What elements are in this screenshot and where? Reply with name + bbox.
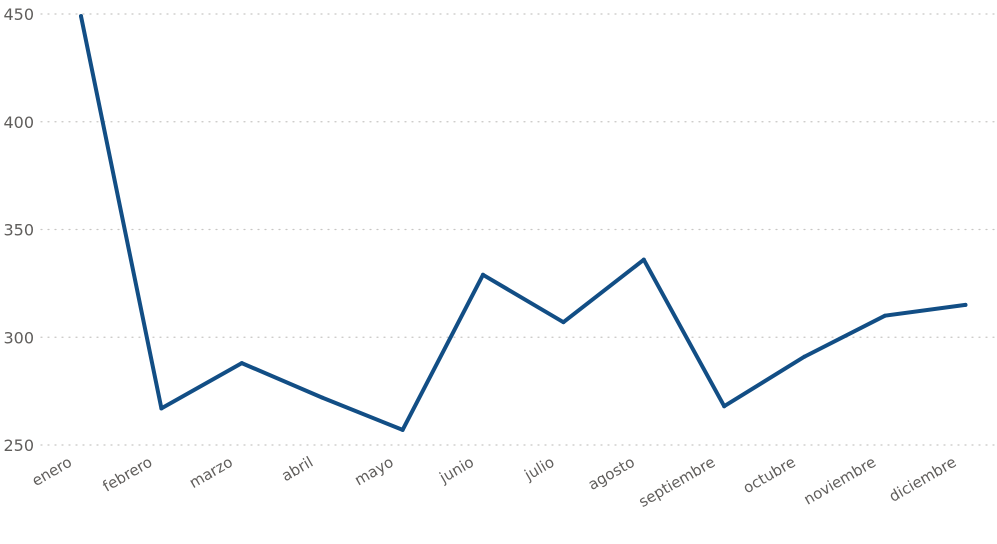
x-tick-label: abril [278, 453, 316, 485]
x-tick-label: octubre [740, 453, 799, 497]
data-point-febrero [159, 406, 164, 411]
x-tick-label: septiembre [636, 453, 719, 511]
series-line [79, 14, 968, 432]
data-point-diciembre [963, 302, 968, 307]
y-tick-label: 400 [3, 113, 34, 132]
y-tick-label: 450 [3, 5, 34, 24]
gridlines [40, 13, 997, 446]
x-tick-label: enero [29, 453, 75, 490]
x-axis-ticks: enero febrero marzo abril mayo junio julio agos… [29, 453, 960, 511]
data-point-enero [79, 14, 83, 19]
x-tick-label: marzo [186, 453, 236, 492]
x-tick-label: mayo [351, 453, 396, 490]
data-point-octubre [802, 354, 807, 359]
data-point-mayo [400, 427, 405, 432]
data-point-agosto [641, 257, 646, 262]
data-point-abril [320, 395, 325, 400]
x-tick-label: junio [435, 453, 477, 487]
data-point-marzo [239, 361, 244, 366]
data-point-septiembre [722, 404, 727, 409]
x-tick-label: febrero [100, 453, 156, 496]
x-tick-label: agosto [585, 453, 638, 494]
y-axis-ticks: 250 300 350 400 450 [3, 5, 34, 455]
data-point-junio [481, 272, 485, 277]
y-tick-label: 300 [3, 328, 34, 347]
x-tick-label: noviembre [801, 453, 879, 509]
x-tick-label: diciembre [886, 453, 960, 506]
data-point-noviembre [883, 313, 887, 318]
y-tick-label: 250 [3, 436, 34, 455]
x-tick-label: julio [521, 453, 558, 485]
data-point-julio [561, 320, 566, 325]
series-layer [79, 14, 968, 432]
y-tick-label: 350 [3, 221, 34, 240]
